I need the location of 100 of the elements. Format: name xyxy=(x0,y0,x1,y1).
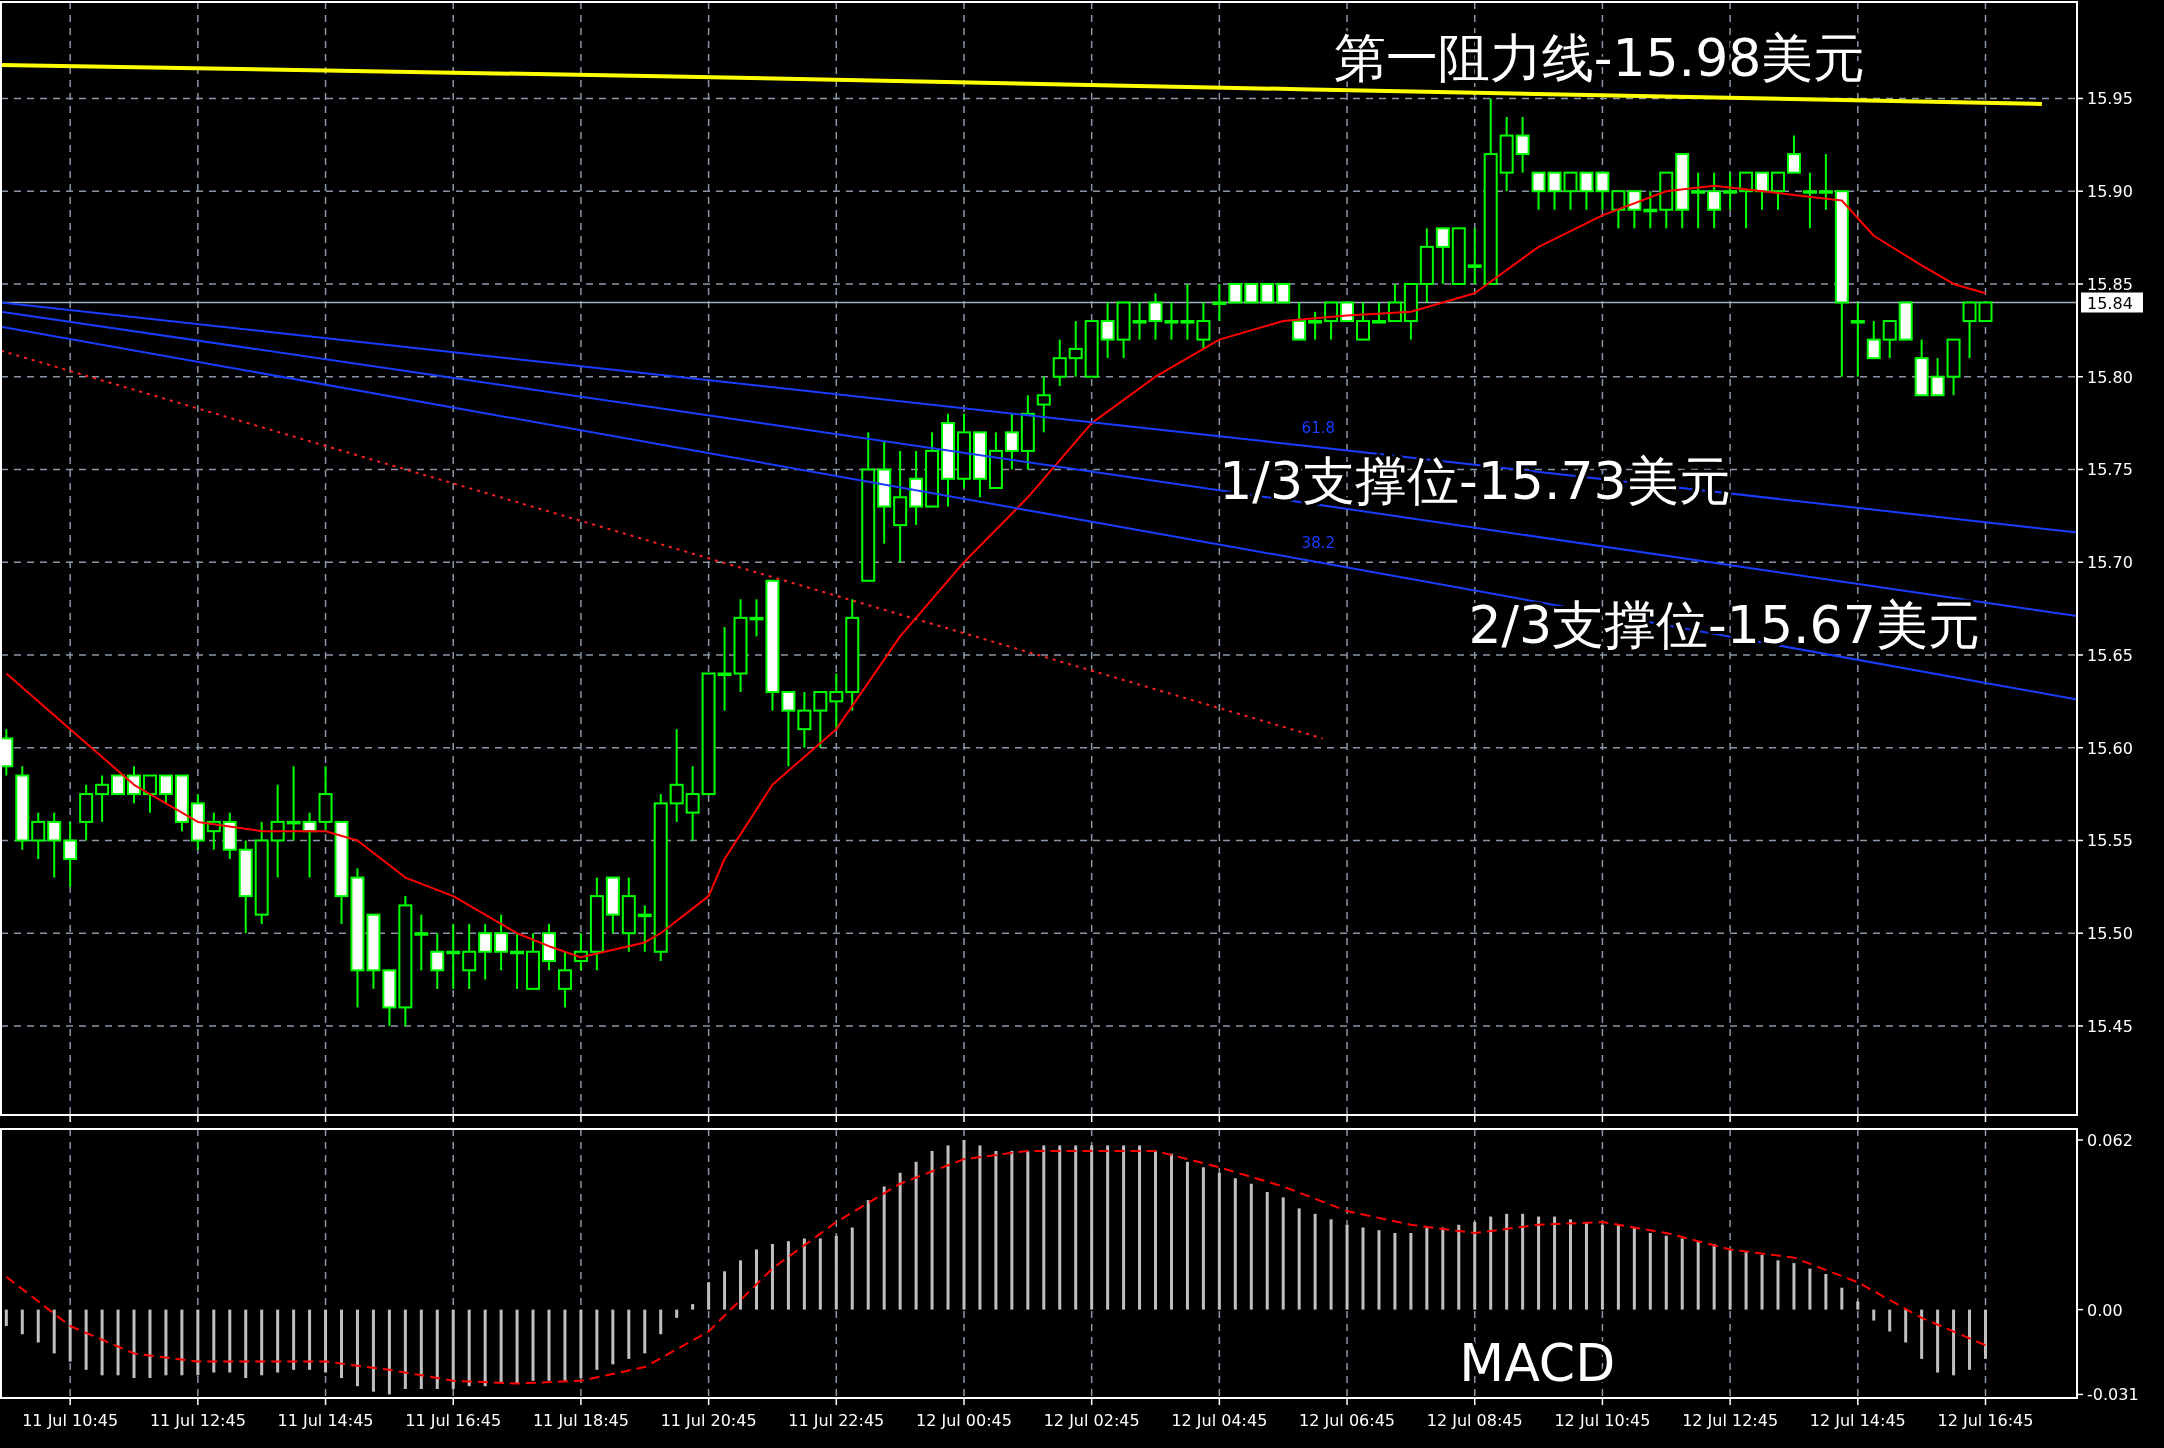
y-tick-label: 15.70 xyxy=(2087,553,2133,573)
candlestick xyxy=(510,932,525,990)
y-tick-label: 15.45 xyxy=(2087,1016,2133,1036)
bar xyxy=(1441,1227,1445,1310)
annotation: 第一阻力线-15.98美元 xyxy=(1333,27,1866,88)
candlestick xyxy=(414,913,429,972)
candlestick xyxy=(1611,190,1626,230)
candlestick xyxy=(1036,375,1051,434)
bar xyxy=(1185,1161,1189,1310)
bar xyxy=(1122,1145,1126,1310)
bar xyxy=(1632,1227,1636,1310)
bar xyxy=(770,1243,774,1310)
y-tick-label: 15.55 xyxy=(2087,831,2133,851)
x-tick-label: 11 Jul 16:45 xyxy=(405,1411,502,1430)
candlestick xyxy=(1531,171,1546,211)
bar xyxy=(292,1309,296,1370)
candlestick xyxy=(1595,171,1610,211)
candlestick xyxy=(813,691,828,749)
bar xyxy=(1553,1216,1557,1310)
candlestick xyxy=(1786,134,1801,174)
candlestick xyxy=(63,820,78,888)
bar xyxy=(1361,1227,1365,1310)
candlestick xyxy=(1260,282,1275,304)
bar xyxy=(1920,1309,1924,1359)
candlestick xyxy=(1180,282,1195,341)
candlestick xyxy=(1292,301,1307,341)
bar xyxy=(930,1150,934,1310)
series-label: 38.2 xyxy=(1301,534,1336,553)
bar xyxy=(100,1309,104,1376)
candlestick xyxy=(1100,301,1115,360)
candlestick xyxy=(1212,282,1227,323)
bar xyxy=(691,1304,695,1310)
y-tick-label: 15.95 xyxy=(2087,89,2133,109)
bar xyxy=(962,1139,966,1310)
bar xyxy=(1313,1213,1317,1310)
bar xyxy=(68,1309,72,1362)
bar xyxy=(228,1309,232,1373)
bar xyxy=(4,1309,8,1327)
bar xyxy=(451,1309,455,1389)
candlestick xyxy=(557,950,572,1009)
bar xyxy=(132,1309,136,1379)
bar xyxy=(643,1309,647,1354)
candlestick xyxy=(158,774,173,805)
bar xyxy=(882,1186,886,1310)
candlestick xyxy=(1850,301,1865,378)
bar xyxy=(212,1309,216,1373)
bar xyxy=(1584,1222,1588,1310)
bar xyxy=(1712,1243,1716,1310)
bar xyxy=(1106,1145,1110,1310)
bar xyxy=(1058,1145,1062,1310)
candlestick xyxy=(1643,190,1658,230)
x-tick-label: 12 Jul 02:45 xyxy=(1043,1411,1140,1430)
bar xyxy=(1377,1230,1381,1310)
bar xyxy=(1872,1309,1876,1321)
y-tick-label: 15.90 xyxy=(2087,182,2133,202)
bar xyxy=(611,1309,615,1365)
candlestick xyxy=(1866,320,1881,360)
x-tick-label: 12 Jul 08:45 xyxy=(1426,1411,1523,1430)
bar xyxy=(547,1309,551,1381)
candlestick xyxy=(1771,171,1785,211)
candlestick xyxy=(31,811,46,861)
bar xyxy=(1489,1216,1493,1310)
bar xyxy=(707,1282,711,1310)
ref-line-label: 15.84 xyxy=(2087,293,2133,313)
candlestick xyxy=(1356,301,1371,341)
candlestick xyxy=(1930,357,1945,397)
y-tick-label: 15.80 xyxy=(2087,367,2133,387)
bar xyxy=(276,1309,280,1373)
x-tick-label: 12 Jul 14:45 xyxy=(1809,1411,1906,1430)
candlestick xyxy=(685,765,700,842)
bar xyxy=(1904,1309,1908,1343)
candlestick xyxy=(478,922,493,981)
bar xyxy=(786,1241,790,1310)
bar xyxy=(1217,1172,1221,1310)
bar xyxy=(1648,1232,1652,1310)
candlestick xyxy=(430,932,445,990)
bar xyxy=(1457,1224,1461,1310)
y-tick-label: 0.062 xyxy=(2087,1130,2133,1150)
x-tick-label: 12 Jul 12:45 xyxy=(1682,1411,1779,1430)
bar xyxy=(1297,1208,1301,1310)
candlestick xyxy=(829,672,844,731)
bar xyxy=(579,1309,583,1379)
candlestick xyxy=(1244,282,1259,304)
bar xyxy=(52,1309,56,1354)
bar xyxy=(723,1271,727,1310)
bar xyxy=(36,1309,40,1343)
bar xyxy=(1537,1216,1541,1310)
x-tick-label: 12 Jul 00:45 xyxy=(916,1411,1012,1430)
bar xyxy=(834,1235,838,1310)
bar xyxy=(531,1309,535,1381)
x-tick-label: 11 Jul 22:45 xyxy=(788,1411,885,1430)
candlestick xyxy=(637,904,652,953)
bar xyxy=(818,1238,822,1310)
bar xyxy=(994,1150,998,1310)
candlestick xyxy=(1723,171,1738,211)
candlestick xyxy=(1515,116,1530,174)
bar xyxy=(850,1227,854,1310)
bar xyxy=(515,1309,519,1384)
candlestick xyxy=(1435,227,1450,285)
bar xyxy=(1808,1268,1812,1310)
